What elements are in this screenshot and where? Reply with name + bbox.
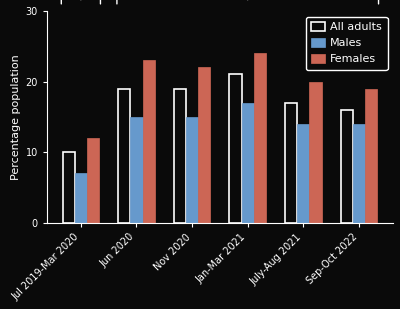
Bar [285,103,297,223]
Bar [87,138,99,223]
Bar [198,67,210,223]
Bar [143,60,155,223]
Bar [174,89,186,223]
Bar [229,74,242,223]
Bar [242,103,254,223]
Bar [254,53,266,223]
Bar [297,124,310,223]
Bar [341,110,353,223]
Bar [186,117,198,223]
Bar [365,89,377,223]
Bar [75,173,87,223]
Legend: All adults, Males, Females: All adults, Males, Females [306,16,388,70]
Bar [353,124,365,223]
Bar [118,89,130,223]
Bar [310,82,322,223]
Bar [130,117,143,223]
Bar [62,152,75,223]
Y-axis label: Percentage population: Percentage population [11,54,21,180]
